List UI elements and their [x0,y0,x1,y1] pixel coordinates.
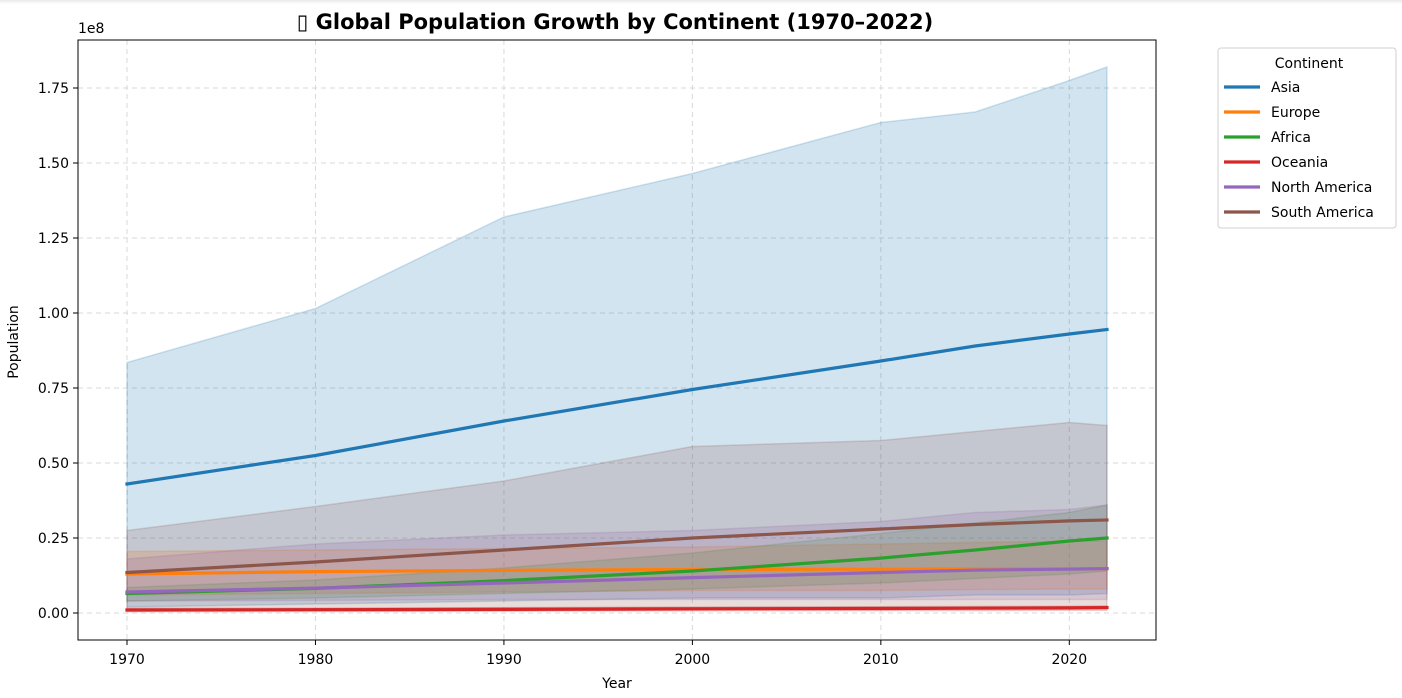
line-asia [125,327,1109,486]
y-tick-label: 1.00 [38,306,69,322]
legend-label-asia: Asia [1271,80,1300,96]
legend: Continent Asia Europe Africa Oceania North A… [1217,47,1397,229]
legend-label-oceania: Oceania [1271,155,1328,171]
band-europe [126,540,1108,596]
y-tick-label: 1.50 [38,156,69,172]
plot-frame [77,39,1157,641]
x-tick-label: 2010 [863,652,899,668]
x-tick-label: 1990 [486,652,522,668]
legend-label-europe: Europe [1271,105,1320,121]
y-tick-label: 0.00 [38,606,69,622]
y-axis-multiplier: 1e8 [78,21,104,37]
line-north-america [125,566,1109,594]
x-tick-label: 2000 [675,652,711,668]
legend-label-north-america: North America [1271,180,1372,196]
legend-label-africa: Africa [1271,130,1311,146]
y-axis-ticks: 0.00 0.25 0.50 0.75 1.00 1.25 1.50 1.75 [38,81,78,622]
x-tick-label: 1970 [109,652,145,668]
legend-box [1217,47,1397,229]
y-tick-label: 1.75 [38,81,69,97]
x-tick-label: 1980 [298,652,334,668]
x-axis-ticks: 1970 1980 1990 2000 2010 2020 [109,640,1087,668]
legend-title: Continent [1275,56,1344,72]
legend-items: Asia Europe Africa Oceania North America Sout… [1224,80,1374,221]
x-axis-label: Year [601,676,632,692]
legend-label-south-america: South America [1271,205,1374,221]
y-tick-label: 0.50 [38,456,69,472]
line-south-america [125,518,1109,575]
y-tick-label: 0.75 [38,381,69,397]
series-lines [125,327,1109,612]
confidence-bands [126,65,1108,613]
y-axis-label: Population [6,305,22,379]
x-tick-label: 2020 [1051,652,1087,668]
band-africa [126,504,1108,602]
y-tick-label: 1.25 [38,231,69,247]
line-oceania [125,605,1109,612]
chart-title: ▯ Global Population Growth by Continent … [297,10,933,34]
band-asia [126,65,1108,608]
window-top-edge [0,0,1402,4]
y-tick-label: 0.25 [38,531,69,547]
